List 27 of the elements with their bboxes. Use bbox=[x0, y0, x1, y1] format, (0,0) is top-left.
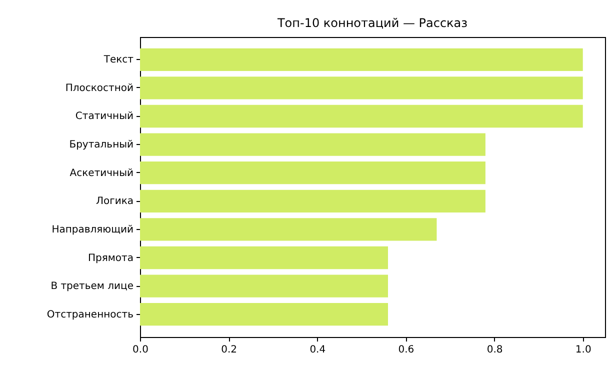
bar bbox=[140, 76, 583, 100]
x-tick-label: 1.0 bbox=[575, 344, 592, 356]
x-tick-label: 0.6 bbox=[398, 344, 414, 356]
x-tick-label: 0.0 bbox=[132, 344, 148, 356]
bar bbox=[140, 133, 486, 156]
y-tick-label: Аскетичный bbox=[70, 168, 134, 179]
y-tick-label: Направляющий bbox=[52, 224, 134, 236]
y-tick-label: Логика bbox=[96, 196, 134, 208]
bar bbox=[140, 246, 388, 270]
bar bbox=[140, 190, 486, 212]
bar bbox=[140, 218, 437, 241]
y-tick-label: Плоскостной bbox=[65, 82, 134, 94]
y-tick-label: Прямота bbox=[88, 252, 134, 264]
bar bbox=[140, 274, 388, 298]
y-tick-label: Статичный bbox=[75, 111, 134, 122]
bar bbox=[140, 162, 486, 184]
x-tick-label: 0.4 bbox=[310, 344, 326, 356]
y-tick-label: Брутальный bbox=[69, 140, 134, 151]
y-tick-label: Отстраненность bbox=[46, 309, 134, 320]
chart-title: Топ-10 коннотаций — Рассказ bbox=[276, 16, 468, 30]
y-tick-label: Текст bbox=[102, 54, 134, 66]
y-tick-label: В третьем лице bbox=[50, 281, 134, 292]
bar bbox=[140, 104, 583, 128]
bar bbox=[140, 48, 583, 71]
x-tick-label: 0.2 bbox=[221, 344, 238, 356]
bar bbox=[140, 303, 388, 326]
x-tick-label: 0.8 bbox=[486, 344, 503, 356]
